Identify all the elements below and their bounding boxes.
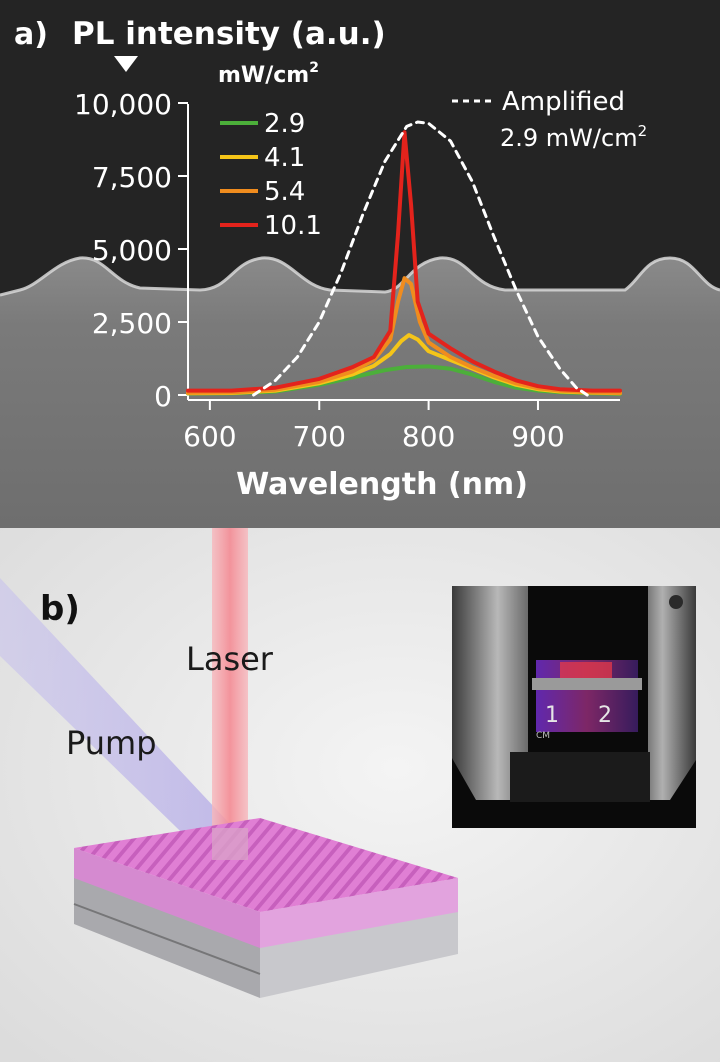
inset-caliper-left [452, 586, 528, 800]
inset-caliper-right [640, 586, 696, 800]
chip-edge [73, 903, 261, 975]
sem-ridge-highlight [0, 256, 720, 297]
y-tick-label: 10,000 [74, 88, 172, 121]
chip-base-side-right [260, 910, 458, 998]
panel-b-label: b) [40, 589, 80, 629]
x-tick-label: 800 [402, 420, 455, 453]
legend-label: 2.9 [264, 109, 305, 139]
laser-beam [212, 528, 248, 858]
panel-b: b) Laser Pump 1 2 CM [0, 528, 720, 1062]
chip-grating-top [74, 818, 458, 912]
y-axis-title: PL intensity (a.u.) [72, 16, 386, 52]
legend-label: 10.1 [264, 211, 322, 241]
laser-spot [212, 828, 248, 860]
legend-title: mW/cm2 [218, 60, 319, 88]
x-axis-title: Wavelength (nm) [236, 467, 528, 502]
sem-grating [0, 257, 720, 528]
legend-label: 5.4 [264, 177, 305, 207]
inset-mark-2: 2 [598, 703, 612, 728]
inset-mark-1: 1 [545, 703, 559, 728]
panel-a: a) PL intensity (a.u.) 0 2,500 5,000 7,500 1… [0, 0, 720, 528]
series-line-5-4 [186, 276, 622, 395]
chip-film-side-left [74, 848, 260, 948]
y-tick-label: 0 [154, 380, 172, 413]
device-chip [73, 818, 458, 998]
series-line-amplified [252, 120, 589, 397]
y-tick-label: 5,000 [92, 234, 172, 267]
y-axis-arrow-icon [114, 56, 138, 72]
x-tick-label: 600 [183, 420, 236, 453]
laser-label: Laser [186, 640, 274, 678]
inset-red-band [560, 662, 612, 682]
inset-unit: CM [536, 731, 550, 741]
amplified-label-line1: Amplified [502, 87, 625, 117]
x-tick-label: 900 [511, 420, 564, 453]
inset-screw-icon [669, 595, 683, 609]
inset-photo: 1 2 CM [452, 586, 696, 828]
amplified-label-line2: 2.9 mW/cm2 [500, 122, 647, 152]
pump-label: Pump [66, 724, 157, 762]
inset-slot [510, 752, 650, 802]
chip-base-side-left [74, 876, 260, 998]
series-line-10-1 [186, 130, 622, 393]
legend-label: 4.1 [264, 143, 305, 173]
y-tick-label: 2,500 [92, 307, 172, 340]
x-tick-label: 700 [293, 420, 346, 453]
pump-beam [0, 578, 245, 860]
inset-ruler [532, 678, 642, 690]
chip-film-side-right [260, 878, 458, 948]
y-tick-label: 7,500 [92, 161, 172, 194]
panel-a-label: a) [14, 17, 48, 52]
